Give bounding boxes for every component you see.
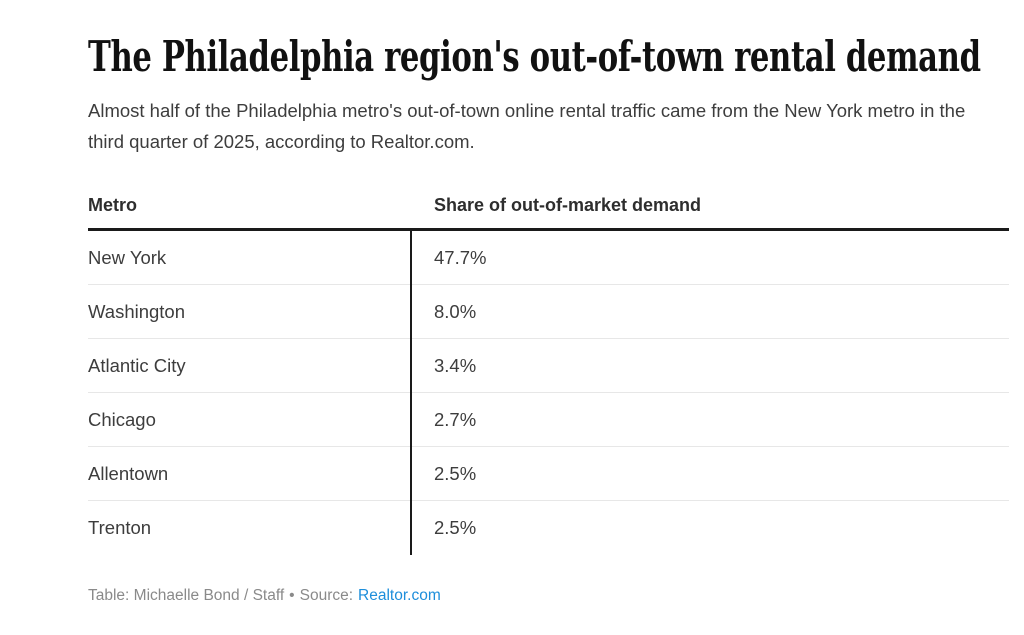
metro-cell: Atlantic City (88, 354, 186, 376)
source-link[interactable]: Realtor.com (358, 587, 441, 604)
share-cell: 2.5% (434, 517, 477, 538)
table-row: Washington 8.0% (88, 285, 1009, 339)
metro-cell: Washington (88, 300, 186, 322)
table-row: Trenton 2.5% (88, 501, 1009, 555)
share-cell: 2.7% (434, 408, 477, 430)
table-row: Atlantic City 3.4% (88, 339, 1009, 393)
metro-cell: New York (88, 246, 167, 268)
share-cell: 2.5% (434, 462, 477, 484)
table-header-row: Metro Share of out-of-market demand (88, 195, 1009, 231)
share-cell: 3.4% (434, 354, 477, 376)
share-cell: 47.7% (434, 246, 487, 268)
credit-text: Table: Michaelle Bond / Staff (88, 587, 285, 604)
column-header-share: Share of out-of-market demand (434, 195, 702, 215)
chart-content: The Philadelphia region's out-of-town re… (88, 0, 1009, 606)
chart-title: The Philadelphia region's out-of-town re… (88, 32, 981, 81)
demand-table: Metro Share of out-of-market demand New … (88, 195, 1009, 555)
share-cell: 8.0% (434, 300, 477, 322)
table-footer: Table: Michaelle Bond / Staff • Source: Rea… (88, 586, 1009, 606)
table-body: New York 47.7% Washington 8.0% Atlantic … (88, 231, 1009, 555)
source-label: Source: (299, 587, 354, 604)
table-row: New York 47.7% (88, 231, 1009, 285)
table-row: Allentown 2.5% (88, 447, 1009, 501)
table-row: Chicago 2.7% (88, 393, 1009, 447)
chart-subtitle: Almost half of the Philadelphia metro's … (88, 100, 966, 152)
metro-cell: Allentown (88, 462, 169, 484)
footer-separator: • (289, 587, 295, 604)
column-header-metro: Metro (88, 195, 137, 215)
metro-cell: Trenton (88, 517, 152, 538)
metro-cell: Chicago (88, 408, 156, 430)
column-divider (410, 231, 412, 555)
